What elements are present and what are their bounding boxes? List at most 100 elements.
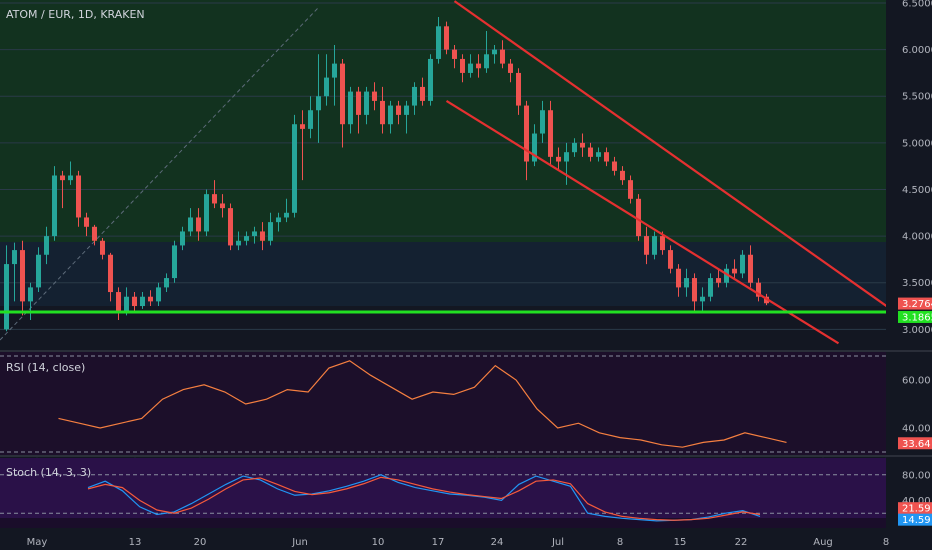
candle-body [132, 296, 137, 307]
candle-body [348, 91, 353, 125]
candle-body [92, 226, 97, 241]
candle-body [596, 152, 601, 157]
candle-body [156, 287, 161, 302]
candle-body [556, 156, 561, 162]
candle-body [300, 124, 305, 129]
candle-body [580, 142, 585, 148]
channel-lower-line[interactable] [445, 99, 840, 345]
support-price-label: 3.1865 [902, 312, 932, 323]
channel-upper-line[interactable] [453, 0, 888, 307]
candle-body [756, 282, 761, 297]
main-pane: ATOM / EUR, 1D, KRAKEN [0, 0, 888, 528]
candle-body [692, 278, 697, 302]
time-tick-label: 15 [674, 537, 687, 548]
price-tick-label: 3.0000 [902, 325, 932, 336]
time-tick-label: May [27, 537, 48, 548]
candle-body [44, 236, 49, 255]
candle-body [364, 91, 369, 115]
price-tick-label: 5.5000 [902, 92, 932, 103]
time-tick-label: 8 [617, 537, 623, 548]
rsi-tick-label: 40.00 [902, 424, 931, 435]
candle-body [652, 236, 657, 255]
middle-zone [0, 242, 886, 306]
candle-body [236, 240, 241, 246]
stoch-title: Stoch (14, 3, 3) [6, 466, 91, 479]
price-tick-label: 3.5000 [902, 278, 932, 289]
candle-body [228, 208, 233, 246]
time-tick-label: 8 [883, 537, 889, 548]
stoch-k-badge [898, 513, 932, 526]
candle-body [380, 100, 385, 125]
candle-body [636, 198, 641, 237]
rsi-value-badge [898, 437, 932, 450]
descending-channel[interactable] [445, 0, 888, 345]
candle-body [428, 58, 433, 101]
candle-body [204, 194, 209, 232]
candle-body [628, 180, 633, 199]
candle-body [460, 58, 465, 73]
candle-body [68, 175, 73, 181]
stoch-tick-label: 80.00 [902, 470, 931, 481]
candle-body [172, 245, 177, 279]
candle-body [76, 175, 81, 218]
candle-body [564, 152, 569, 162]
upper-zone [0, 0, 886, 242]
candle-body [276, 217, 281, 223]
candle-body [676, 268, 681, 288]
candle-body [116, 292, 121, 311]
candle-body [500, 49, 505, 64]
candle-body [252, 231, 257, 237]
time-tick-label: 10 [372, 537, 385, 548]
candle-body [356, 91, 361, 115]
rsi-line [58, 360, 787, 448]
last-price-label: 3.2764 [902, 299, 932, 310]
candle-body [100, 240, 105, 255]
candle-body [404, 105, 409, 115]
candle-body [188, 217, 193, 232]
candle-body [324, 77, 329, 97]
price-axis[interactable]: 3.0000 3.5000 4.0000 4.5000 5.0000 5.5000 6.00… [886, 0, 932, 550]
candle-body [196, 217, 201, 232]
time-tick-label: Jun [291, 537, 308, 548]
candle-body [260, 231, 265, 241]
candle-body [28, 287, 33, 302]
candle-body [140, 296, 145, 307]
time-tick-label: 13 [129, 537, 142, 548]
candle-body [444, 26, 449, 50]
rsi-levels [0, 355, 886, 453]
time-tick-label: Jul [551, 537, 564, 548]
time-tick-label: 22 [735, 537, 748, 548]
candle-body [388, 105, 393, 125]
candle-body [220, 203, 225, 209]
candle-body [4, 264, 9, 330]
candle-body [164, 278, 169, 288]
candle-body [700, 296, 705, 302]
candle-body [604, 152, 609, 162]
candle-body [108, 254, 113, 293]
time-axis[interactable]: May 13 20 Jun 10 17 24 Jul 8 15 22 Aug 8 [0, 530, 932, 550]
candle-body [420, 86, 425, 101]
candle-body [684, 278, 689, 288]
rsi-title: RSI (14, close) [6, 361, 85, 374]
candle-body [84, 217, 89, 227]
candle-body [12, 250, 17, 265]
candle-body [660, 236, 665, 251]
last-price-badge [898, 297, 932, 310]
stoch-d-badge [898, 502, 932, 515]
candles [4, 16, 769, 332]
candle-body [668, 250, 673, 269]
candle-body [484, 54, 489, 69]
price-tick-label: 6.0000 [902, 45, 932, 56]
candle-body [212, 194, 217, 204]
candle-body [452, 49, 457, 59]
candle-body [516, 72, 521, 106]
candle-body [716, 278, 721, 283]
candle-body [708, 278, 713, 297]
stoch-pane: Stoch (14, 3, 3) [0, 458, 886, 528]
candle-body [492, 49, 497, 55]
rsi-tick-label: 60.00 [902, 376, 931, 387]
candle-body [36, 254, 41, 288]
candle-body [732, 268, 737, 274]
stoch-background [0, 458, 886, 518]
